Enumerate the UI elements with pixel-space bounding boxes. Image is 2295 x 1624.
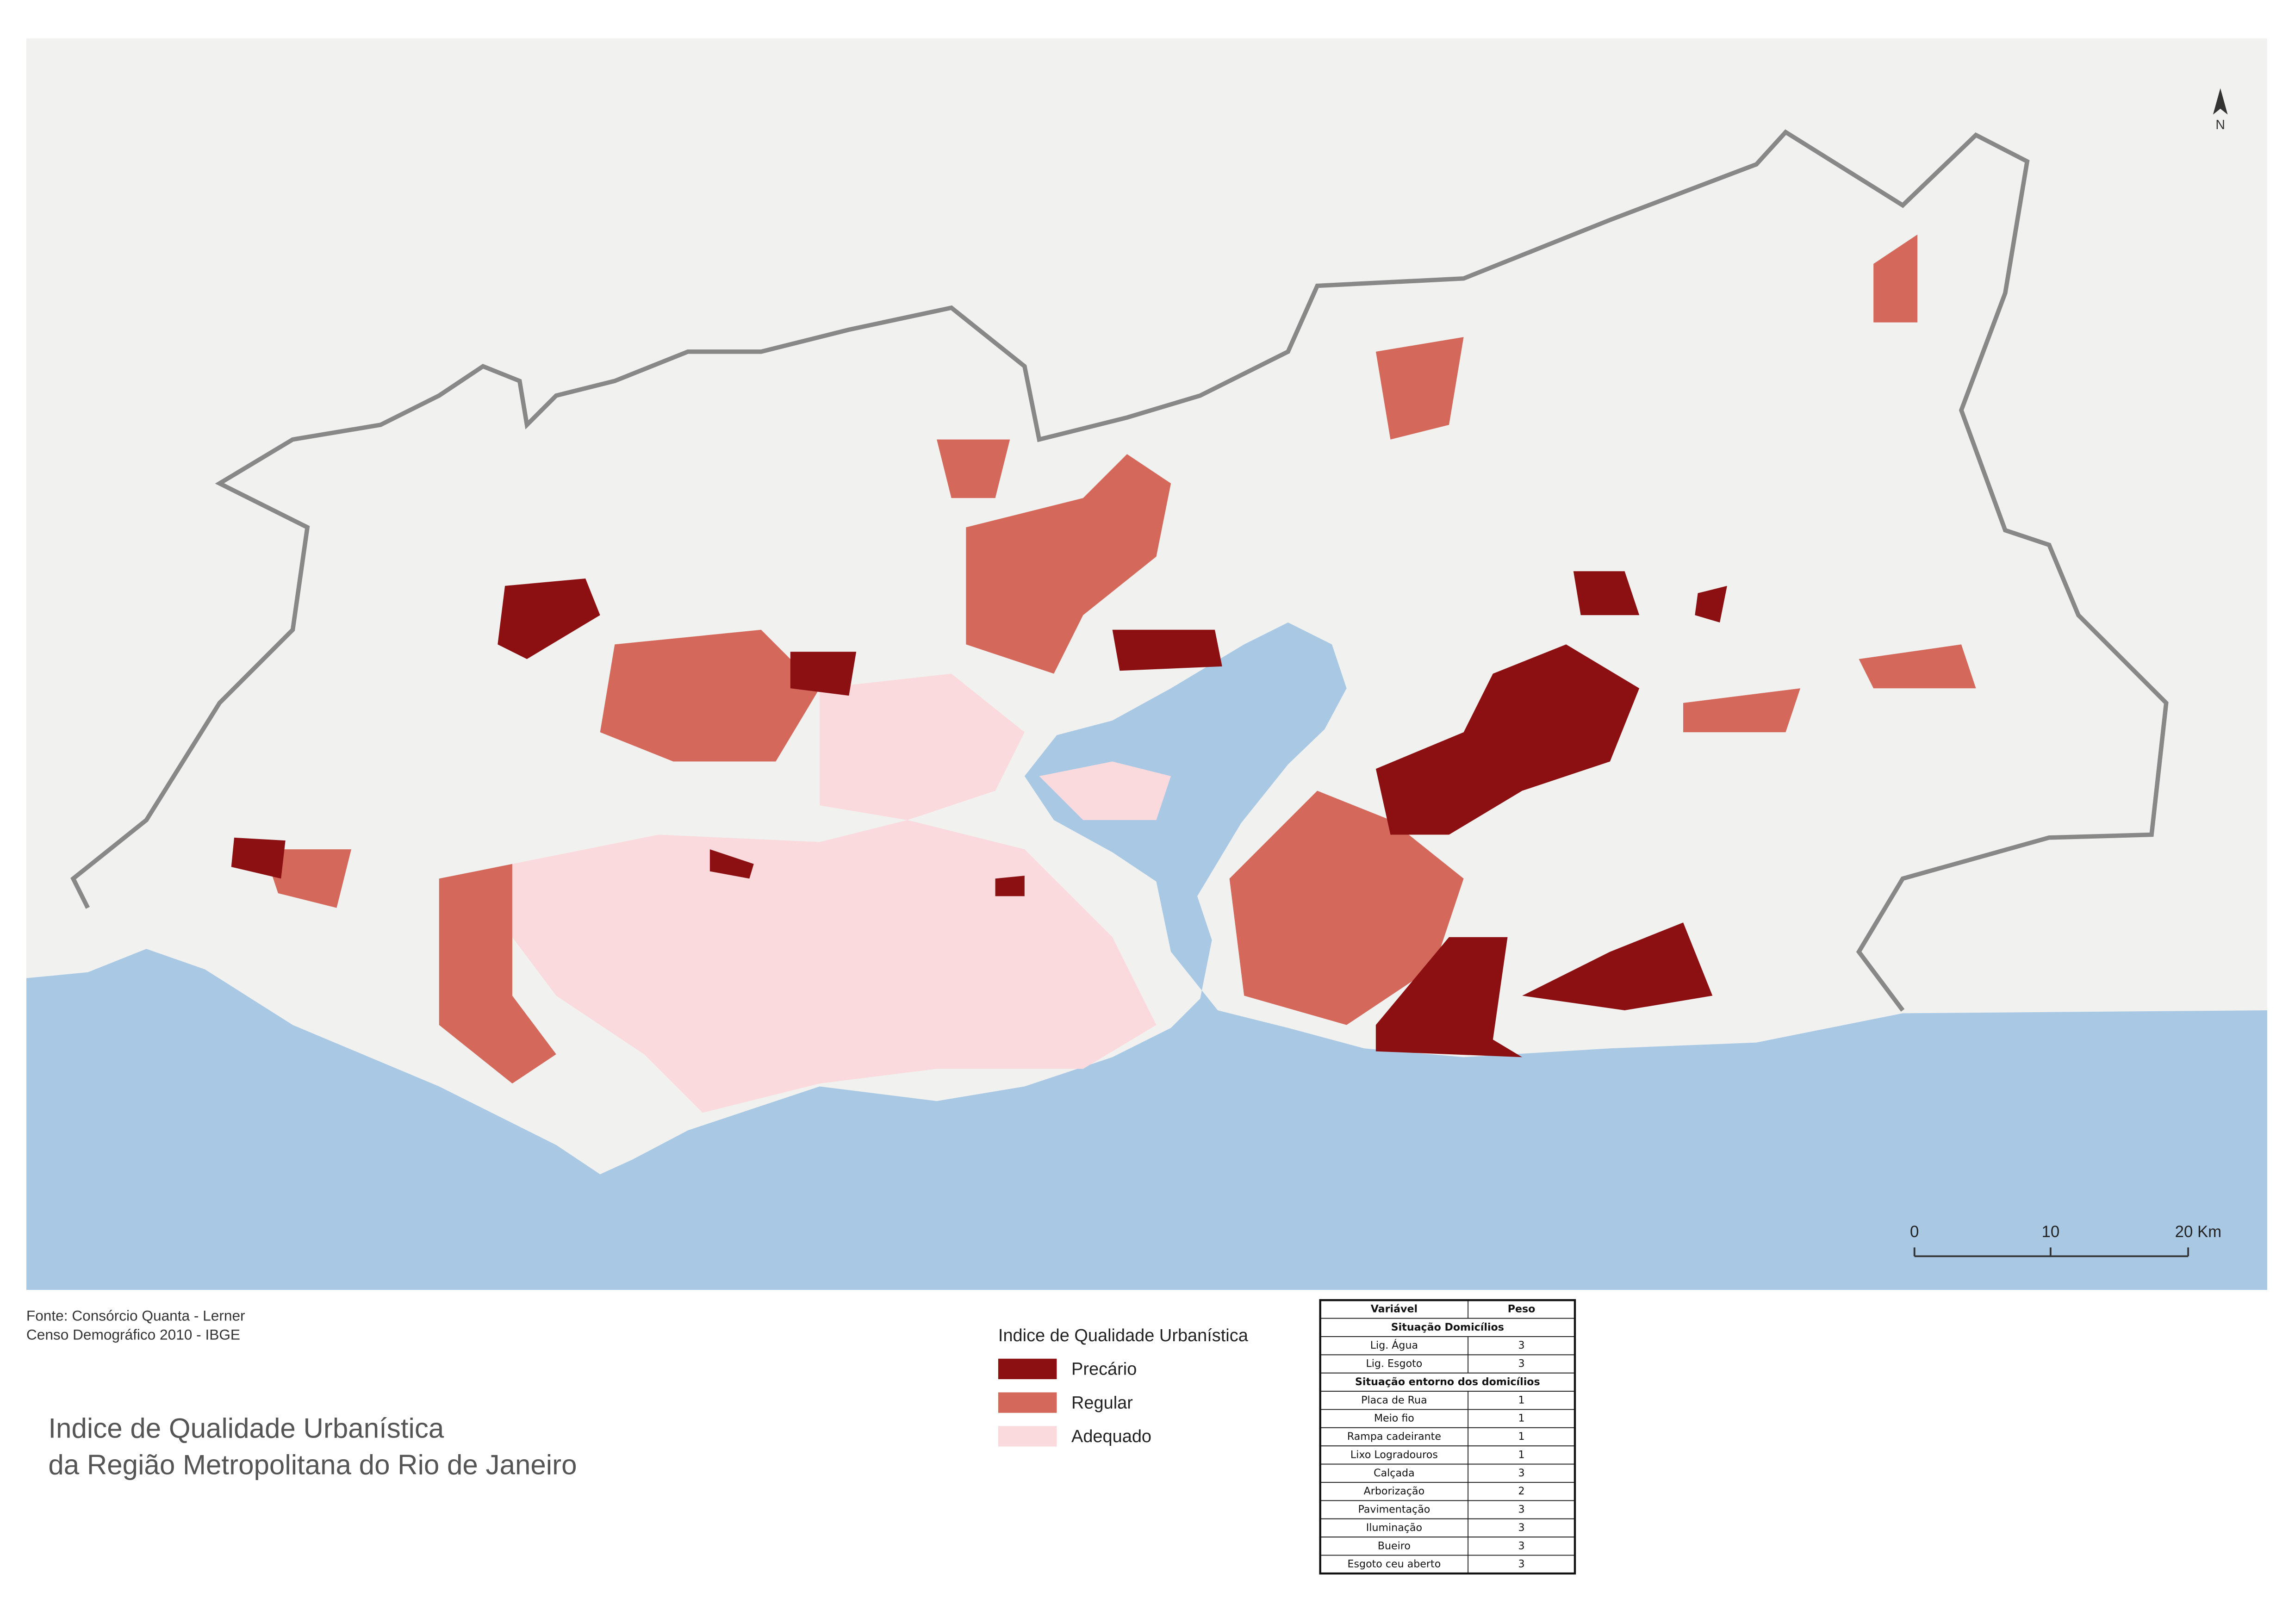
- table-weight: 1: [1518, 1449, 1525, 1461]
- precario-areas: [231, 571, 1727, 1058]
- weights-table: Variável Peso Situação Domicílios Lig. Água…: [1319, 1299, 1576, 1575]
- legend-swatch: [998, 1392, 1057, 1413]
- table-variable: Iluminação: [1366, 1522, 1422, 1534]
- table-row: [1319, 1300, 1575, 1319]
- scale-label: 20 Km: [2175, 1223, 2221, 1241]
- table-row: [1319, 1409, 1575, 1428]
- table-row: [1319, 1354, 1575, 1374]
- scale-label: 10: [2042, 1223, 2060, 1241]
- table-weight: 3: [1518, 1504, 1525, 1516]
- table-weight: 3: [1518, 1558, 1525, 1570]
- area: [1375, 337, 1464, 440]
- table-header: Peso: [1508, 1303, 1536, 1315]
- table-variable: Rampa cadeirante: [1347, 1431, 1441, 1443]
- table-header: Variável: [1371, 1303, 1418, 1315]
- area: [231, 837, 286, 879]
- table-weight: 3: [1518, 1540, 1525, 1552]
- title-line: Indice de Qualidade Urbanística: [48, 1413, 444, 1444]
- area: [1573, 571, 1640, 616]
- scale-label: 0: [1910, 1223, 1919, 1241]
- table-weight: 2: [1518, 1485, 1525, 1497]
- table-variable: Lig. Esgoto: [1366, 1358, 1422, 1370]
- area: [600, 629, 820, 762]
- north-label: N: [2215, 118, 2225, 132]
- table-section: Situação entorno dos domicílios: [1355, 1376, 1540, 1388]
- table-variable: Lixo Logradouros: [1350, 1449, 1438, 1461]
- area: [439, 864, 556, 1084]
- area: [1375, 644, 1640, 835]
- table-weight: 1: [1518, 1394, 1525, 1406]
- table-row: [1319, 1463, 1575, 1483]
- map: N 0 10 20 Km: [26, 38, 2267, 1290]
- regular-areas: [263, 234, 1976, 1084]
- legend-swatch: [998, 1358, 1057, 1380]
- table-weight: 3: [1518, 1339, 1525, 1351]
- table-row: [1319, 1482, 1575, 1501]
- source-line: Fonte: Consórcio Quanta - Lerner: [26, 1307, 245, 1324]
- area: [995, 876, 1025, 896]
- table-variable: Placa de Rua: [1361, 1394, 1427, 1406]
- area: [498, 579, 600, 660]
- legend-label: Regular: [1071, 1393, 1133, 1412]
- table-weight: 3: [1518, 1522, 1525, 1534]
- table-weight: 1: [1518, 1412, 1525, 1425]
- scale-bar: [1913, 1247, 2189, 1257]
- table-section: Situação Domicílios: [1391, 1321, 1504, 1333]
- area: [790, 652, 857, 696]
- table-weight: 3: [1518, 1358, 1525, 1370]
- north-arrow: [2213, 88, 2228, 115]
- area: [1683, 688, 1801, 733]
- table-row: [1319, 1445, 1575, 1465]
- table-row: [1319, 1391, 1575, 1410]
- area: [1229, 790, 1464, 1025]
- legend-swatch: [998, 1426, 1057, 1447]
- area: [820, 673, 1025, 820]
- source-line: Censo Demográfico 2010 - IBGE: [26, 1326, 240, 1343]
- table-row: [1319, 1336, 1575, 1356]
- table-variable: Bueiro: [1378, 1540, 1411, 1552]
- legend-title: Indice de Qualidade Urbanística: [998, 1326, 1249, 1345]
- area: [709, 849, 754, 879]
- area: [1112, 629, 1222, 671]
- legend: Indice de Qualidade Urbanística Precário…: [998, 1326, 1249, 1447]
- area: [1695, 585, 1727, 622]
- area: [1039, 761, 1171, 820]
- table-row: [1319, 1537, 1575, 1556]
- area: [1522, 922, 1713, 1011]
- table-variable: Lig. Água: [1370, 1338, 1418, 1351]
- table-variable: Calçada: [1374, 1467, 1414, 1479]
- table-weight: 3: [1518, 1467, 1525, 1479]
- legend-label: Precário: [1071, 1360, 1137, 1379]
- area: [263, 849, 352, 908]
- table-variable: Esgoto ceu aberto: [1348, 1558, 1441, 1570]
- area: [937, 439, 1010, 498]
- ocean: [26, 622, 2267, 1290]
- table-weight: 1: [1518, 1431, 1525, 1443]
- area: [1375, 937, 1523, 1058]
- area: [966, 454, 1171, 674]
- legend-label: Adequado: [1071, 1427, 1151, 1446]
- table-variable: Meio fio: [1374, 1412, 1414, 1425]
- table-variable: Arborização: [1364, 1485, 1425, 1497]
- table-row: [1319, 1518, 1575, 1538]
- table-variable: Pavimentação: [1358, 1504, 1430, 1516]
- title-line: da Região Metropolitana do Rio de Janeir…: [48, 1450, 577, 1481]
- area: [1859, 644, 1976, 689]
- area: [1873, 234, 1918, 323]
- table-border: [1319, 1299, 1576, 1575]
- region-boundary: [70, 129, 2169, 1012]
- scale-labels: 0 10 20 Km: [1910, 1223, 2221, 1241]
